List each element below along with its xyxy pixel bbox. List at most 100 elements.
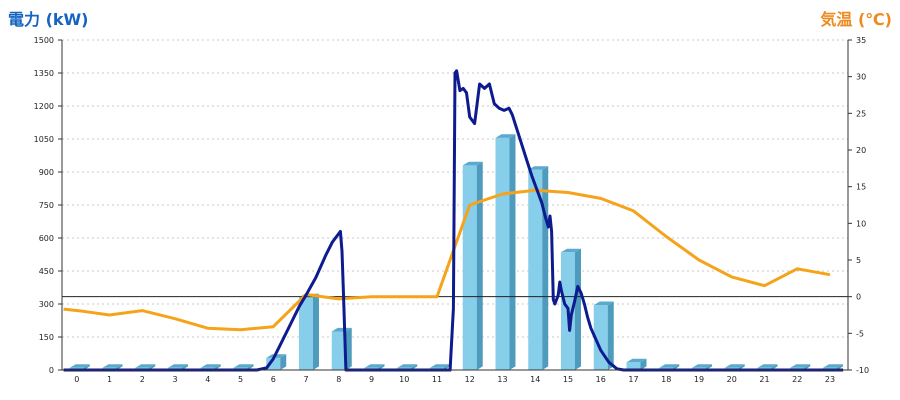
bar-top [626,358,647,363]
left-tick-label: 150 [39,333,54,342]
bar-top [528,166,549,170]
bar-top [724,364,745,368]
bar-side [574,248,581,370]
temperature-line-series [63,188,831,332]
bar-front [266,357,281,370]
left-tick-label: 1200 [34,102,54,111]
x-tick-label: 7 [303,375,308,384]
right-tick-label: 5 [856,256,861,265]
left-tick-label: 750 [39,201,54,210]
right-tick-label: 15 [856,183,866,192]
left-axis-title: 電力 (kW) [8,10,89,29]
bar-front [462,165,477,370]
x-tick-label: 21 [759,375,769,384]
x-tick-label: 17 [628,375,638,384]
bar-front [495,137,510,370]
right-tick-label: -5 [856,329,864,338]
right-tick-label: -10 [856,366,869,375]
bar-front [528,169,543,370]
left-axis-ticks: 0 150 300 450 600 750 900 1050 1200 1350 1500 [34,36,62,375]
bar-front [626,362,641,370]
x-tick-label: 14 [530,375,540,384]
power-line [63,69,844,372]
power-bar [495,134,516,370]
bar-side [509,134,516,370]
right-tick-label: 35 [856,36,866,45]
x-tick-label: 9 [369,375,374,384]
bar-top [757,364,778,368]
x-tick-label: 20 [727,375,737,384]
bar-top [135,364,156,368]
left-tick-label: 600 [39,234,54,243]
bar-front [331,331,346,370]
x-tick-label: 15 [563,375,573,384]
bar-top [167,364,188,368]
x-tick-label: 0 [74,375,79,384]
left-tick-label: 300 [39,300,54,309]
power-bar [462,161,483,370]
x-tick-label: 12 [465,375,475,384]
bar-top [233,364,254,368]
right-tick-label: 20 [856,146,866,155]
power-bar [298,293,319,370]
bar-top [462,161,483,166]
right-tick-label: 0 [856,293,861,302]
left-tick-label: 900 [39,168,54,177]
x-tick-label: 8 [336,375,341,384]
bar-front [298,297,313,370]
gridlines [62,39,848,338]
bar-top [200,364,221,368]
bar-top [790,364,811,368]
bar-top [691,364,712,368]
bar-top [102,364,123,368]
power-bar [626,358,647,370]
x-tick-label: 23 [825,375,835,384]
right-tick-label: 25 [856,109,866,118]
left-tick-label: 1050 [34,135,54,144]
bar-side [280,354,287,370]
bar-side [607,301,614,370]
bar-side [542,166,549,370]
power-line-series [63,69,844,372]
right-axis-title: 気温 (℃) [820,10,892,29]
bar-top [593,301,614,306]
bar-side [312,293,319,370]
x-tick-label: 16 [596,375,606,384]
x-tick-label: 3 [172,375,177,384]
left-tick-label: 450 [39,267,54,276]
bar-side [640,358,647,370]
bar-top [331,327,352,332]
left-tick-label: 0 [49,366,54,375]
bar-top [69,364,90,368]
power-bar [331,327,352,370]
x-tick-label: 4 [205,375,210,384]
x-tick-label: 5 [238,375,243,384]
power-bars [69,134,843,370]
bar-top [495,134,516,138]
bar-side [476,161,483,370]
left-tick-label: 1500 [34,36,54,45]
x-axis-ticks: 0 1 2 3 4 5 6 7 8 9 10 11 12 13 14 15 16 17 18 19 20 21 22 23 [74,375,835,384]
temperature-line [63,188,831,332]
x-tick-label: 1 [107,375,112,384]
left-tick-label: 1350 [34,69,54,78]
bar-top [364,364,385,368]
right-tick-label: 30 [856,73,866,82]
bar-top [397,364,418,368]
x-tick-label: 18 [661,375,671,384]
power-bar [560,248,581,370]
right-axis-ticks: -10 -5 0 5 10 15 20 25 30 35 [848,36,869,375]
x-tick-label: 13 [497,375,507,384]
bar-top [560,248,581,253]
x-tick-label: 11 [432,375,442,384]
x-tick-label: 10 [399,375,409,384]
right-tick-label: 10 [856,219,866,228]
bar-top [822,364,843,368]
x-tick-label: 19 [694,375,704,384]
bar-top [659,364,680,368]
power-bar [266,354,287,370]
bar-side [345,327,352,370]
x-tick-label: 22 [792,375,802,384]
power-bar [593,301,614,370]
